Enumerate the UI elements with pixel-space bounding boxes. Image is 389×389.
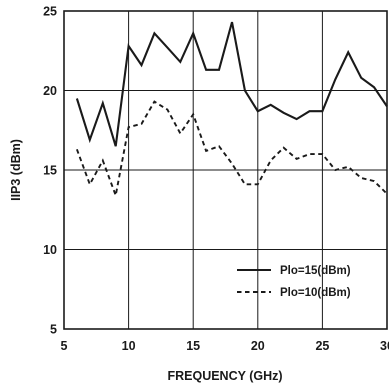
y-tick-label: 15 bbox=[43, 164, 57, 178]
series-line-1 bbox=[76, 100, 388, 199]
series-line-0 bbox=[75, 21, 388, 147]
grid-layer bbox=[64, 11, 387, 329]
y-tick-label: 20 bbox=[43, 84, 57, 98]
y-tick-label: 10 bbox=[43, 243, 57, 257]
series-layer bbox=[75, 21, 388, 199]
y-tick-label: 25 bbox=[43, 5, 57, 19]
plot-frame bbox=[63, 10, 388, 330]
x-tick-label: 20 bbox=[251, 339, 265, 353]
tick-labels: 5 10 15 20 25 30 5 10 15 20 25 bbox=[43, 5, 389, 354]
y-tick-label: 5 bbox=[50, 323, 57, 337]
x-tick-label: 10 bbox=[122, 339, 136, 353]
legend: Plo=15(dBm) Plo=10(dBm) bbox=[237, 265, 351, 299]
legend-label-1: Plo=10(dBm) bbox=[280, 287, 351, 299]
x-tick-label: 5 bbox=[61, 339, 68, 353]
y-axis-label: IIP3 (dBm) bbox=[9, 139, 23, 201]
x-tick-label: 25 bbox=[315, 339, 329, 353]
x-tick-label: 30 bbox=[380, 339, 389, 353]
x-tick-label: 15 bbox=[186, 339, 200, 353]
legend-label-0: Plo=15(dBm) bbox=[280, 265, 351, 277]
x-axis-label: FREQUENCY (GHz) bbox=[167, 369, 282, 383]
